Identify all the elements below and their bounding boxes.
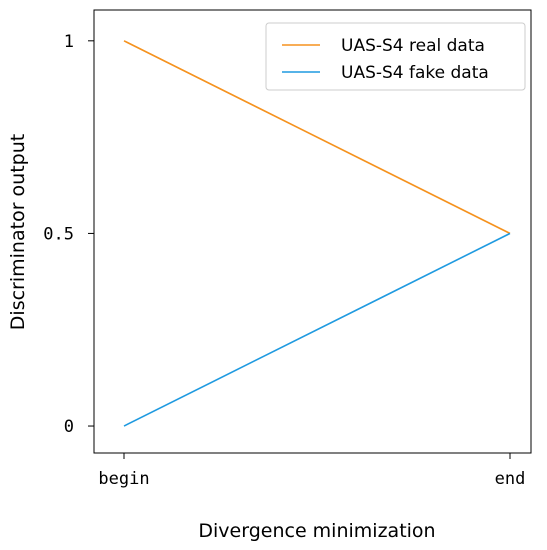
y-tick-label: 1 [64, 32, 74, 52]
series-line-1 [123, 40, 511, 235]
x-tick-label: end [495, 469, 526, 489]
y-tick-label: 0 [64, 417, 74, 437]
legend: UAS-S4 real data UAS-S4 fake data [265, 22, 526, 91]
series-lines [123, 40, 511, 427]
y-axis-ticks: 00.51 [43, 32, 94, 437]
y-axis-title: Discriminator output [7, 134, 29, 330]
legend-label-1: UAS-S4 real data [341, 36, 485, 56]
x-axis-ticks: begin end [98, 453, 525, 489]
y-tick-label: 0.5 [43, 224, 74, 244]
plot-frame [93, 9, 532, 454]
x-tick-label: begin [98, 469, 149, 489]
x-axis-title: Divergence minimization [198, 520, 435, 542]
series-line-2 [123, 232, 511, 427]
legend-label-2: UAS-S4 fake data [341, 63, 489, 83]
legend-box [265, 22, 526, 91]
